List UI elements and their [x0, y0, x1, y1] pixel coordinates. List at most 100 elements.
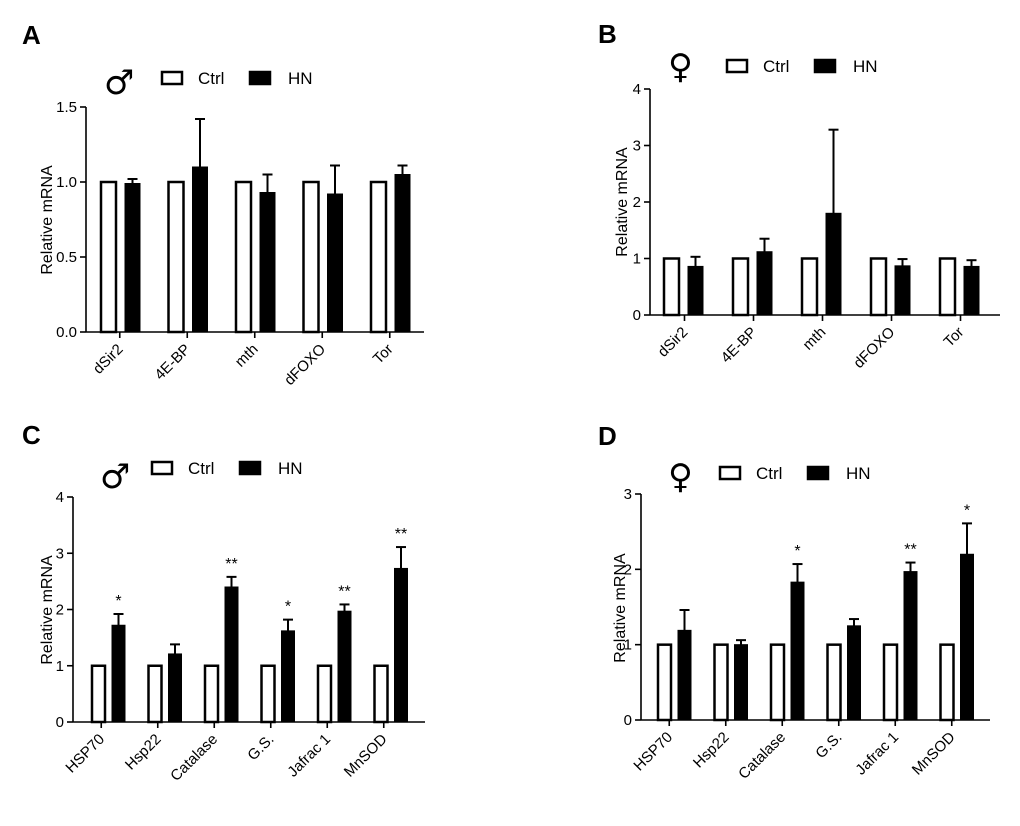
x-tick-label: Tor [370, 341, 397, 368]
significance-marker: ** [395, 526, 407, 543]
legend-label-hn: HN [278, 459, 303, 478]
y-tick-label: 1.5 [56, 99, 77, 116]
bar-ctrl-mnsod [939, 643, 955, 722]
panel-letter: D [598, 421, 617, 451]
x-tick-label: dFOXO [281, 341, 329, 389]
y-tick-label: 0 [56, 714, 64, 731]
x-tick-label: G.S. [244, 731, 277, 764]
x-tick-label: HSP70 [630, 729, 676, 775]
y-axis-label: Relative mRNA [612, 553, 629, 663]
bar-ctrl-dsir2 [99, 180, 118, 334]
y-tick-label: 4 [633, 81, 641, 98]
significance-marker: ** [338, 583, 350, 600]
bar-hn-jafrac1 [903, 571, 918, 721]
significance-marker: * [285, 599, 291, 616]
legend-swatch-ctrl [718, 465, 742, 481]
bar-ctrl-hsp22 [713, 643, 729, 722]
bar-hn-jafrac1 [337, 610, 352, 723]
significance-marker: ** [904, 542, 916, 559]
x-tick-label: dSir2 [655, 324, 692, 361]
bar-ctrl-gs [826, 643, 842, 722]
legend-swatch-hn [248, 70, 272, 86]
legend-label-ctrl: Ctrl [763, 57, 789, 76]
y-tick-label: 1 [56, 658, 64, 675]
legend-swatch-ctrl [160, 70, 184, 86]
y-tick-label: 3 [56, 545, 64, 562]
bar-ctrl-mth [234, 180, 253, 334]
x-tick-label: 4E-BP [151, 341, 194, 384]
x-tick-label: Hsp22 [690, 729, 733, 772]
bar-ctrl-catalase [769, 643, 786, 722]
bar-hn-dfoxo [894, 265, 911, 316]
y-tick-label: 2 [56, 602, 64, 619]
bar-hn-mth [825, 212, 842, 316]
legend-label-ctrl: Ctrl [188, 459, 214, 478]
bar-ctrl-mnsod [373, 664, 389, 724]
x-tick-label: dFOXO [850, 324, 898, 372]
panel-C: C ♂ Ctrl HN 0 1 2 3 4 Relative mRNA HSP70 * Hsp22 Cat… [22, 420, 425, 785]
y-axis-label: Relative mRNA [39, 165, 56, 275]
bar-ctrl-dfoxo [302, 180, 320, 334]
legend-label-hn: HN [853, 57, 878, 76]
legend-label-hn: HN [288, 69, 313, 88]
legend-swatch-hn [238, 460, 262, 476]
bar-ctrl-gs [260, 664, 276, 724]
bar-ctrl-jafrac1 [316, 664, 333, 724]
y-tick-label: 2 [624, 561, 632, 578]
y-tick-label: 4 [56, 489, 64, 506]
x-tick-label: MnSOD [341, 731, 391, 781]
bar-ctrl-catalase [203, 664, 220, 724]
y-tick-label: 0.5 [56, 249, 77, 266]
x-tick-label: dSir2 [90, 341, 127, 378]
panel-B: B ♀ Ctrl HN 0 1 2 3 4 Relative mRNA dSir2 4E-BP mth d… [598, 19, 1000, 372]
legend-label-ctrl: Ctrl [198, 69, 224, 88]
bar-ctrl-mth [800, 257, 819, 317]
x-tick-label: Hsp22 [122, 731, 165, 774]
y-tick-label: 3 [624, 486, 632, 503]
sex-symbol: ♀ [668, 47, 693, 87]
bar-ctrl-hsp22 [147, 664, 163, 724]
legend-label-ctrl: Ctrl [756, 464, 782, 483]
x-tick-label: MnSOD [909, 729, 959, 779]
bar-hn-4ebp [192, 166, 208, 333]
bar-hn-gs [847, 625, 861, 721]
legend-swatch-hn [806, 465, 830, 481]
bar-ctrl-hsp70 [656, 643, 673, 722]
bar-ctrl-4ebp [731, 257, 750, 317]
bar-ctrl-jafrac1 [882, 643, 899, 722]
panel-letter: B [598, 19, 617, 49]
panel-letter: C [22, 420, 41, 450]
y-tick-label: 1.0 [56, 174, 77, 191]
bar-hn-hsp70 [111, 624, 126, 723]
y-tick-label: 1 [633, 251, 641, 268]
bar-hn-dfoxo [327, 193, 343, 333]
bar-ctrl-dfoxo [869, 257, 888, 317]
x-tick-label: Catalase [735, 729, 789, 783]
x-tick-label: HSP70 [62, 731, 108, 777]
sex-symbol: ♂ [104, 63, 134, 103]
significance-marker: * [794, 543, 800, 560]
bar-hn-dsir2 [124, 183, 141, 333]
bar-ctrl-dsir2 [662, 257, 681, 317]
bar-hn-hsp22 [168, 653, 182, 723]
y-tick-label: 1 [624, 637, 632, 654]
x-tick-label: 4E-BP [718, 324, 761, 367]
bar-ctrl-tor [369, 180, 388, 334]
x-tick-label: mth [800, 324, 830, 354]
legend-swatch-ctrl [150, 460, 174, 476]
panel-letter: A [22, 20, 41, 50]
y-axis-label: Relative mRNA [614, 147, 631, 257]
bar-hn-tor [394, 174, 411, 333]
y-tick-label: 3 [633, 138, 641, 155]
bar-hn-catalase [224, 586, 239, 723]
y-tick-label: 0.0 [56, 324, 77, 341]
x-tick-label: Tor [941, 324, 968, 351]
x-tick-label: Catalase [167, 731, 221, 785]
x-tick-label: Jafrac 1 [852, 729, 902, 779]
bar-hn-gs [281, 630, 295, 723]
significance-marker: * [115, 593, 121, 610]
sex-symbol: ♀ [668, 457, 693, 497]
significance-marker: * [964, 502, 970, 519]
sex-symbol: ♂ [100, 457, 130, 497]
